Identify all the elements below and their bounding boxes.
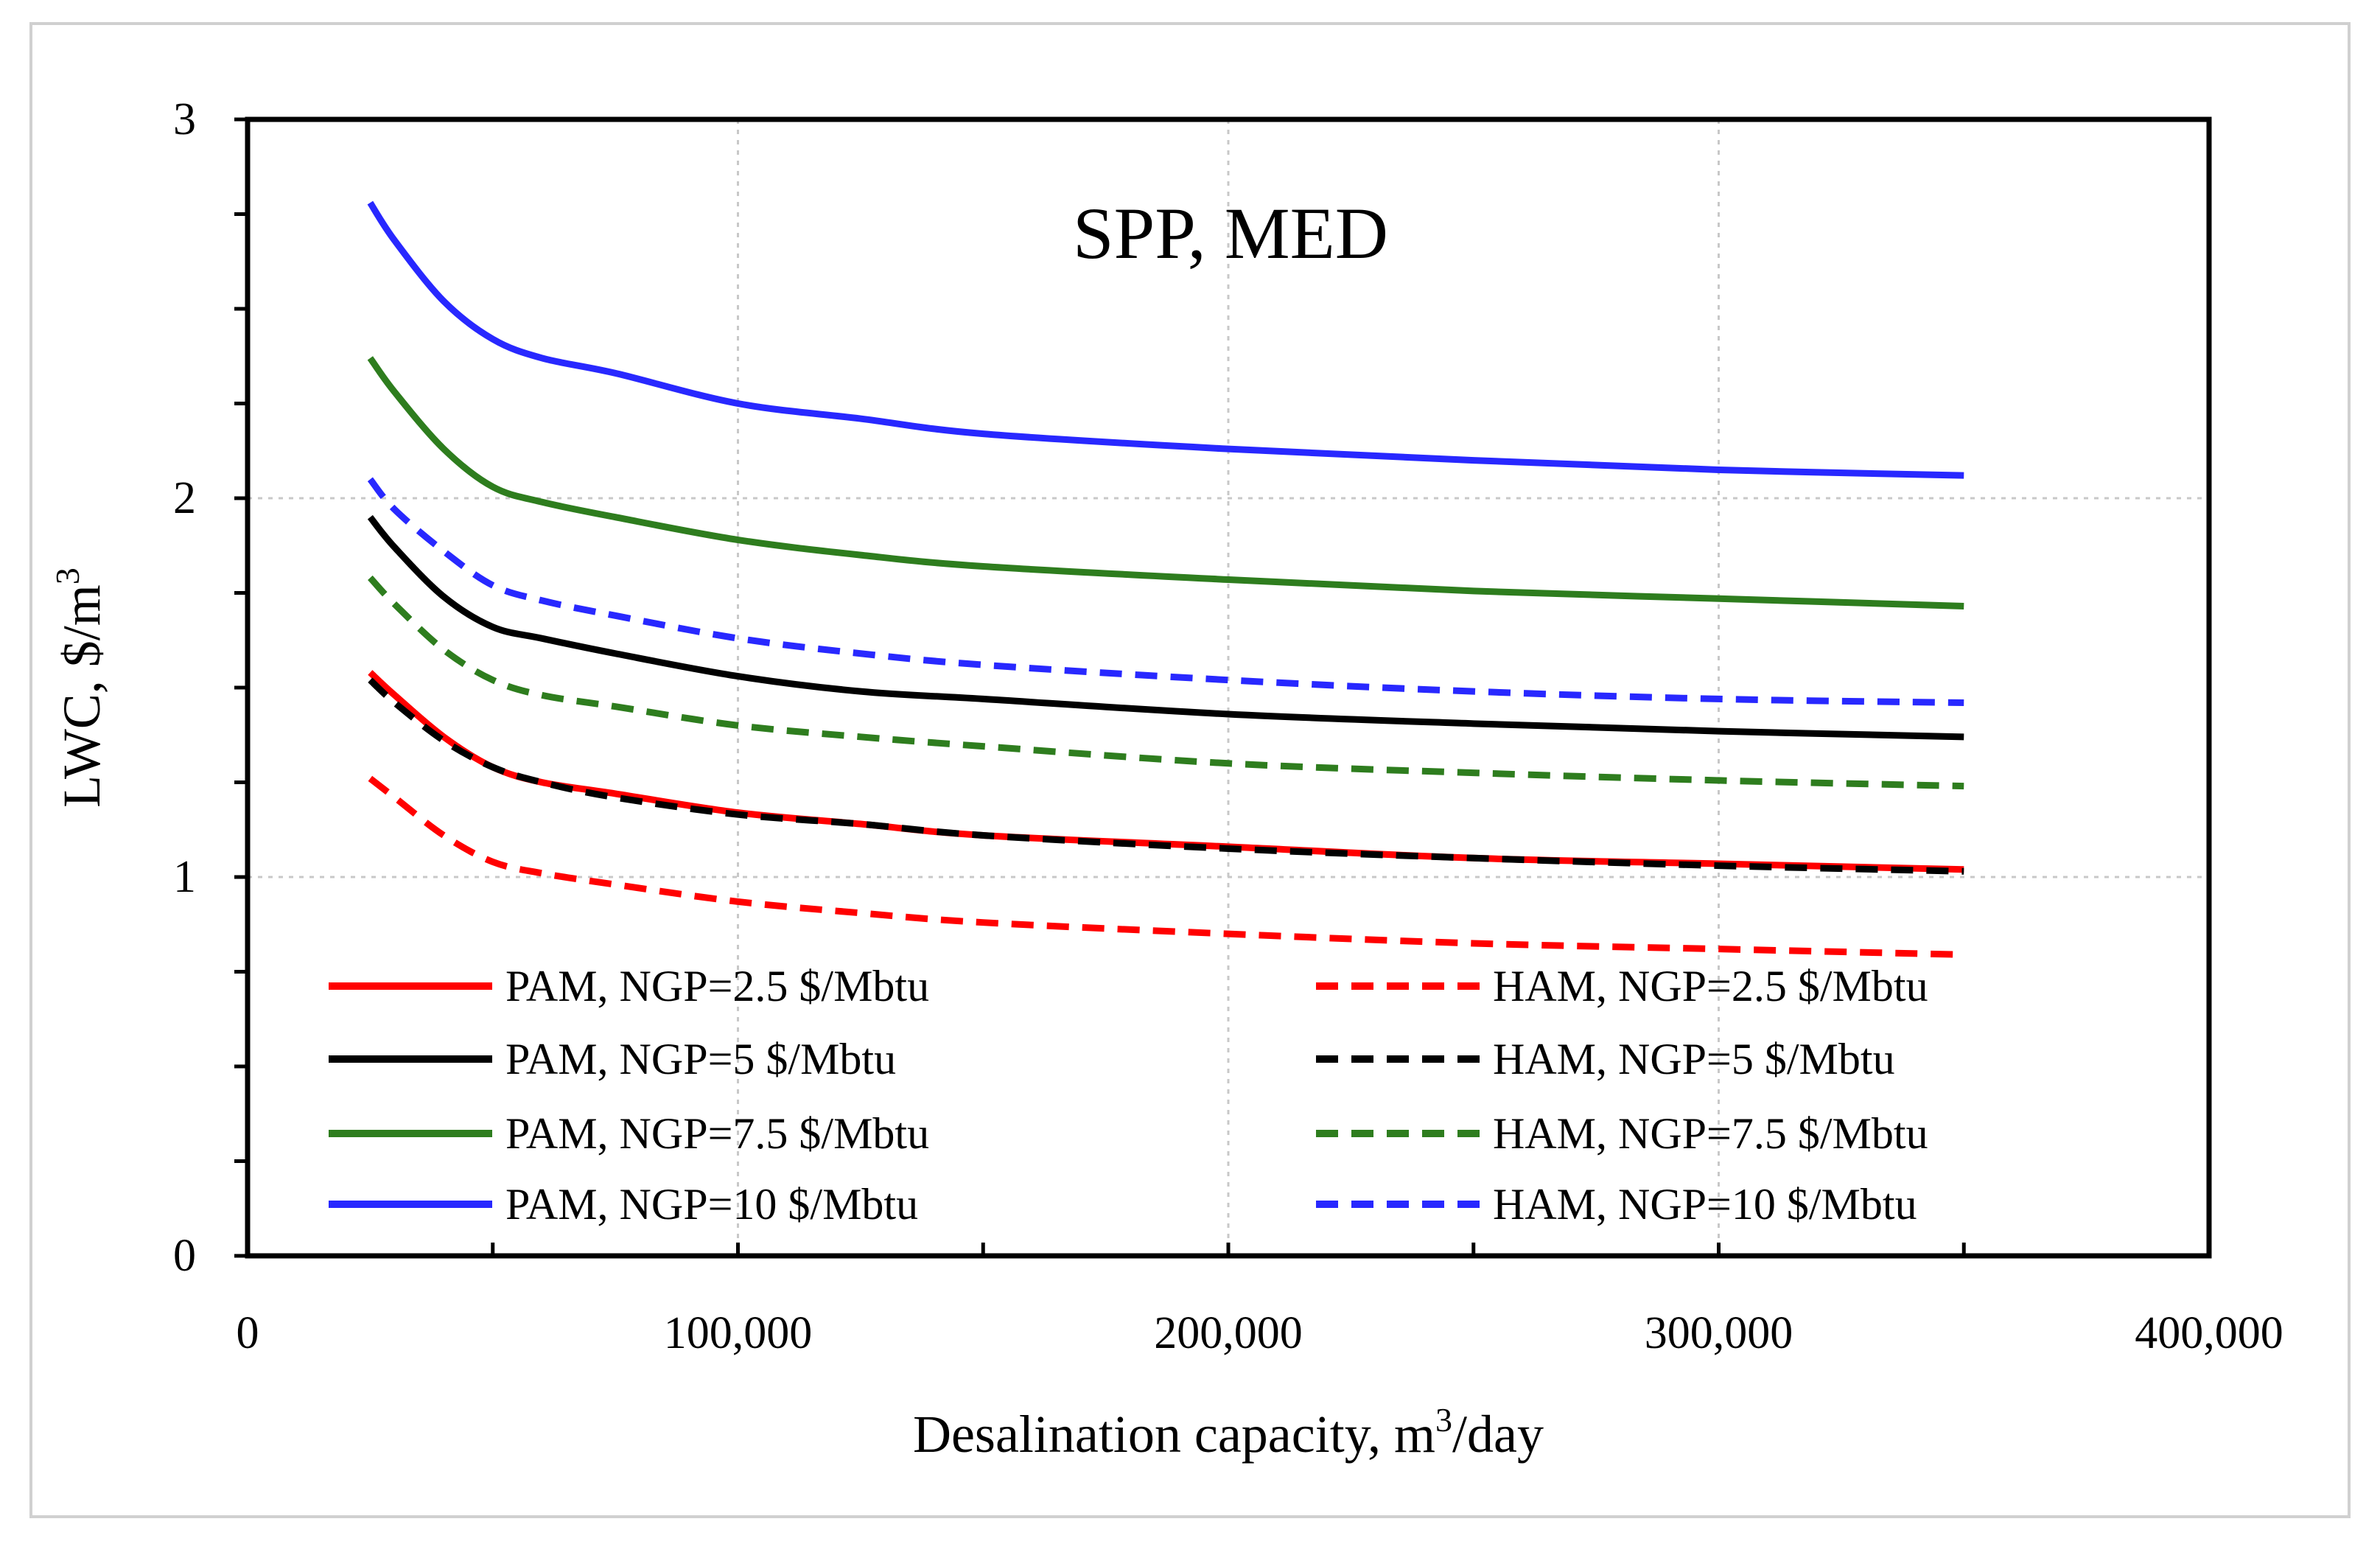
series-line-pam-ngp-5-mbtu [367, 514, 1964, 741]
x-tick-label: 100,000 [664, 1308, 813, 1358]
legend-item: PAM, NGP=10 $/Mbtu [329, 1180, 918, 1229]
legend-item: HAM, NGP=2.5 $/Mbtu [1316, 962, 1928, 1010]
legend-label: PAM, NGP=2.5 $/Mbtu [505, 962, 929, 1010]
legend-item: HAM, NGP=10 $/Mbtu [1316, 1180, 1917, 1229]
legend-label: HAM, NGP=5 $/Mbtu [1493, 1035, 1895, 1083]
series-line-pam-ngp-7-5-mbtu [367, 356, 1964, 609]
y-tick-label: 2 [173, 473, 196, 523]
x-tick-label: 0 [237, 1308, 259, 1358]
y-axis-title: LWC, $/m3 [49, 567, 111, 808]
series-line-ham-ngp-5-mbtu [368, 677, 1964, 875]
tick-labels: 0 100,000 200,000 300,000 400,000 0 1 2 3 [173, 94, 2283, 1358]
legend-label: PAM, NGP=10 $/Mbtu [505, 1180, 918, 1229]
grid-lines [248, 119, 2209, 1256]
x-tick-label: 400,000 [2135, 1308, 2283, 1358]
axis-ticks [234, 117, 2211, 1258]
legend-item: PAM, NGP=7.5 $/Mbtu [329, 1109, 929, 1158]
legend-item: HAM, NGP=7.5 $/Mbtu [1316, 1109, 1928, 1158]
legend-label: PAM, NGP=7.5 $/Mbtu [505, 1109, 929, 1158]
series-lines [367, 200, 1964, 958]
x-axis-title: Desalination capacity, m3/day [913, 1401, 1544, 1464]
chart-title: SPP, MED [1073, 192, 1388, 274]
series-line-ham-ngp-2-5-mbtu [368, 775, 1964, 958]
legend-label: PAM, NGP=5 $/Mbtu [505, 1035, 896, 1083]
y-tick-label: 0 [173, 1231, 196, 1281]
series-line-ham-ngp-7-5-mbtu [368, 575, 1964, 790]
legend-label: HAM, NGP=2.5 $/Mbtu [1493, 962, 1928, 1010]
legend: PAM, NGP=2.5 $/Mbtu HAM, NGP=2.5 $/Mbtu PA… [329, 962, 1928, 1229]
series-line-pam-ngp-2-5-mbtu [368, 670, 1964, 873]
x-tick-label: 300,000 [1645, 1308, 1793, 1358]
legend-item: PAM, NGP=2.5 $/Mbtu [329, 962, 929, 1010]
x-tick-label: 200,000 [1154, 1308, 1303, 1358]
y-tick-label: 3 [173, 94, 196, 144]
series-line-ham-ngp-10-mbtu [367, 477, 1964, 707]
y-tick-label: 1 [173, 852, 196, 902]
legend-item: HAM, NGP=5 $/Mbtu [1316, 1035, 1895, 1083]
legend-label: HAM, NGP=7.5 $/Mbtu [1493, 1109, 1928, 1158]
legend-label: HAM, NGP=10 $/Mbtu [1493, 1180, 1917, 1229]
legend-item: PAM, NGP=5 $/Mbtu [329, 1035, 896, 1083]
series-line-pam-ngp-10-mbtu [367, 200, 1964, 479]
